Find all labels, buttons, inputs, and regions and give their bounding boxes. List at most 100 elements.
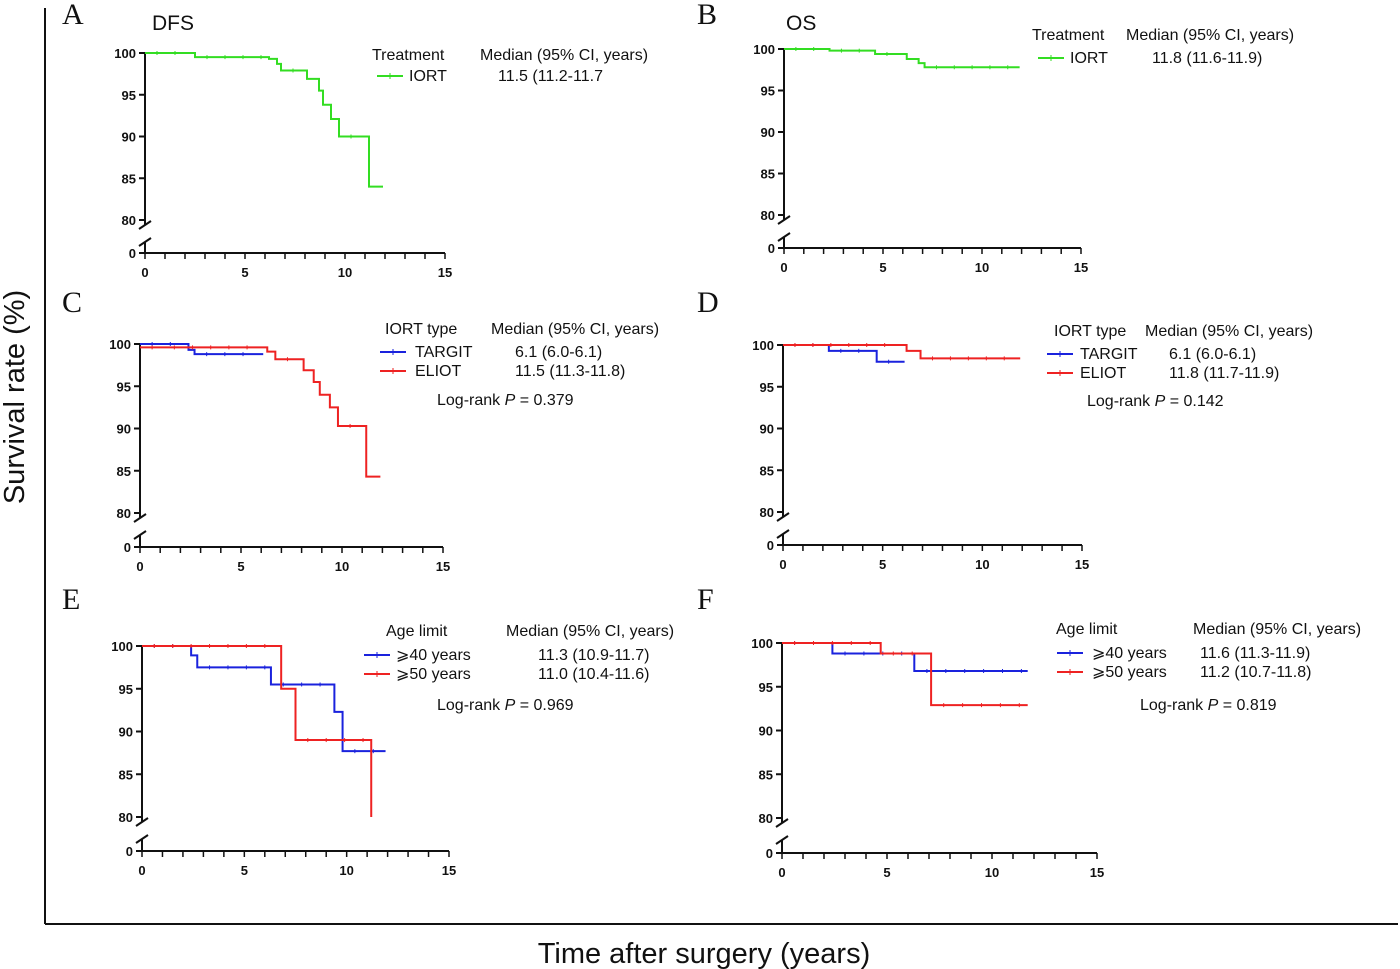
y-tick-label: 80 bbox=[760, 505, 774, 520]
axis-break-mark bbox=[135, 817, 149, 827]
legend-series-name: ⩾40 years bbox=[1092, 645, 1167, 662]
axis-break-mark bbox=[133, 530, 147, 540]
legend-group-header: IORT type bbox=[1054, 323, 1126, 340]
panel-b: B OS 100 95 90 85 80 00 5 10 15 IORT 11.8 (11.6-11.9… bbox=[697, 0, 1294, 275]
legend-series-name: ELIOT bbox=[415, 363, 461, 380]
y-tick-label: 85 bbox=[117, 464, 131, 479]
legend-series-name: IORT bbox=[409, 68, 447, 85]
y-tick-label: 100 bbox=[752, 338, 774, 353]
y-tick-label: 95 bbox=[759, 680, 773, 695]
x-tick-label: 10 bbox=[975, 260, 989, 275]
legend-series-name: ELIOT bbox=[1080, 365, 1126, 382]
panel-title: DFS bbox=[152, 12, 194, 35]
survival-curve bbox=[783, 344, 905, 363]
panel-a: A DFS 100 95 90 85 80 00 5 10 15 IORT 11.5 (11.2-11.… bbox=[62, 0, 648, 280]
legend-median-ci: 11.0 (10.4-11.6) bbox=[538, 666, 649, 683]
x-tick-label: 10 bbox=[985, 865, 999, 880]
x-tick-label: 5 bbox=[879, 260, 886, 275]
survival-curve bbox=[782, 642, 1028, 672]
panel-letter: E bbox=[62, 583, 80, 616]
legend-median-header: Median (95% CI, years) bbox=[491, 321, 659, 338]
panel-letter: A bbox=[62, 0, 84, 31]
legend-series-name: ⩾50 years bbox=[396, 666, 471, 683]
legend-median-ci: 11.5 (11.3-11.8) bbox=[515, 363, 625, 380]
y-tick-label: 90 bbox=[117, 422, 131, 437]
x-tick-label: 10 bbox=[975, 557, 989, 572]
axis-break-mark bbox=[776, 512, 790, 522]
legend-group-header: Age limit bbox=[386, 623, 448, 640]
panel-letter: F bbox=[697, 583, 714, 616]
panel-letter: C bbox=[62, 286, 82, 319]
y-tick-label: 90 bbox=[760, 422, 774, 437]
axis-break-mark bbox=[775, 818, 789, 828]
legend-median-header: Median (95% CI, years) bbox=[1193, 621, 1361, 638]
panel-f: F 100 95 90 85 80 00 5 10 15 ⩾40 years 11.6 (11.3-1… bbox=[697, 583, 1361, 880]
y-tick-label: 80 bbox=[119, 810, 133, 825]
axis-break-mark bbox=[777, 215, 791, 225]
y-tick-label: 100 bbox=[751, 636, 773, 651]
y-tick-label: 100 bbox=[114, 46, 136, 61]
x-tick-label: 15 bbox=[1075, 557, 1089, 572]
legend-median-ci: 6.1 (6.0-6.1) bbox=[1169, 346, 1256, 363]
y-tick-label: 80 bbox=[117, 506, 131, 521]
y-tick-label: 80 bbox=[759, 811, 773, 826]
y-tick-label: 0 bbox=[124, 540, 131, 555]
panel-c: C 100 95 90 85 80 00 5 10 15 TARGIT 6.1 (6.0-6.1) EL… bbox=[62, 286, 659, 574]
axis-break-mark bbox=[775, 835, 789, 845]
legend-series-name: TARGIT bbox=[415, 344, 473, 361]
legend-median-ci: 11.5 (11.2-11.7 bbox=[498, 68, 603, 85]
x-tick-label: 0 bbox=[779, 557, 786, 572]
y-tick-label: 95 bbox=[117, 379, 131, 394]
y-axis-title: Survival rate (%) bbox=[0, 290, 31, 504]
legend-group-header: Treatment bbox=[372, 47, 445, 64]
y-tick-label: 85 bbox=[761, 167, 775, 182]
legend-median-ci: 11.2 (10.7-11.8) bbox=[1200, 664, 1311, 681]
legend-median-header: Median (95% CI, years) bbox=[506, 623, 674, 640]
x-tick-label: 15 bbox=[438, 265, 452, 280]
y-tick-label: 85 bbox=[122, 171, 136, 186]
y-tick-label: 95 bbox=[760, 380, 774, 395]
y-tick-label: 80 bbox=[761, 208, 775, 223]
x-tick-label: 0 bbox=[778, 865, 785, 880]
legend-group-header: Age limit bbox=[1056, 621, 1118, 638]
x-tick-label: 15 bbox=[1074, 260, 1088, 275]
y-tick-label: 90 bbox=[122, 130, 136, 145]
axis-break-mark bbox=[135, 834, 149, 844]
x-tick-label: 10 bbox=[335, 559, 349, 574]
y-tick-label: 0 bbox=[129, 246, 136, 261]
logrank-label: Log-rank P = 0.819 bbox=[1140, 697, 1277, 714]
y-tick-label: 0 bbox=[767, 538, 774, 553]
x-tick-label: 15 bbox=[1090, 865, 1104, 880]
panel-letter: B bbox=[697, 0, 717, 31]
survival-curve bbox=[140, 346, 381, 478]
x-tick-label: 5 bbox=[879, 557, 886, 572]
legend-median-header: Median (95% CI, years) bbox=[1126, 27, 1294, 44]
panel-title: OS bbox=[786, 12, 816, 35]
y-tick-label: 90 bbox=[761, 125, 775, 140]
y-tick-label: 0 bbox=[768, 241, 775, 256]
survival-curve bbox=[783, 344, 1021, 360]
y-tick-label: 0 bbox=[766, 846, 773, 861]
y-tick-label: 95 bbox=[761, 84, 775, 99]
legend-median-ci: 11.6 (11.3-11.9) bbox=[1200, 645, 1310, 662]
survival-curve bbox=[142, 645, 373, 817]
panel-e: E 100 95 90 85 80 00 5 10 15 ⩾40 years 11.3 (10.9-1… bbox=[62, 583, 674, 878]
y-tick-label: 80 bbox=[122, 213, 136, 228]
x-tick-label: 10 bbox=[338, 265, 352, 280]
x-tick-label: 5 bbox=[241, 265, 248, 280]
legend-group-header: Treatment bbox=[1032, 27, 1105, 44]
x-tick-label: 0 bbox=[136, 559, 143, 574]
legend-series-name: ⩾40 years bbox=[396, 647, 471, 664]
x-axis-title: Time after surgery (years) bbox=[538, 938, 871, 969]
x-tick-label: 15 bbox=[436, 559, 450, 574]
x-tick-label: 5 bbox=[237, 559, 244, 574]
panel-letter: D bbox=[697, 286, 719, 319]
legend-series-name: TARGIT bbox=[1080, 346, 1138, 363]
y-tick-label: 100 bbox=[109, 337, 131, 352]
y-tick-label: 100 bbox=[753, 42, 775, 57]
y-tick-label: 85 bbox=[759, 767, 773, 782]
x-tick-label: 0 bbox=[780, 260, 787, 275]
legend-series-name: ⩾50 years bbox=[1092, 664, 1167, 681]
